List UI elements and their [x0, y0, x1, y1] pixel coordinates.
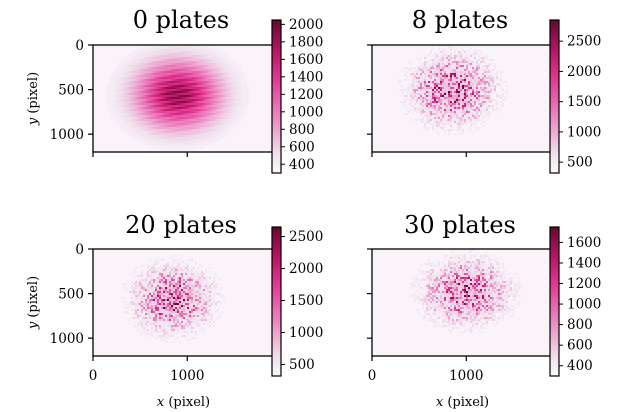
colorbar-tick-label: 1400	[567, 255, 601, 271]
colorbar-tick-label: 600	[289, 139, 315, 155]
colorbar-tick-label: 500	[567, 155, 593, 171]
colorbar-tick-label: 1500	[567, 94, 601, 110]
y-axis-label: y (pixel)	[26, 72, 41, 126]
panel-title: 0 plates	[133, 6, 229, 34]
colorbar	[549, 226, 560, 377]
colorbar-tick-label: 1800	[289, 34, 323, 50]
panel-title: 20 plates	[125, 211, 237, 239]
x-tick-label: 0	[89, 368, 98, 384]
colorbar-tick-label: 1600	[567, 235, 601, 251]
colorbar-tick-label: 500	[289, 357, 315, 373]
heatmap	[93, 45, 274, 152]
colorbar-tick-label: 1200	[289, 87, 323, 103]
colorbar	[271, 226, 282, 377]
colorbar-tick-label: 1000	[567, 297, 601, 313]
colorbar-tick-label: 2500	[567, 34, 601, 50]
y-tick-label: 1000	[50, 127, 84, 143]
y-tick-label: 1000	[50, 331, 84, 347]
colorbar-tick-label: 2000	[289, 17, 323, 33]
x-tick-label: 1000	[449, 368, 483, 384]
colorbar	[271, 19, 282, 174]
colorbar	[549, 19, 560, 174]
colorbar-tick-label: 800	[567, 317, 593, 333]
panel-3: 30 plates 0 1000 x (pixel) 400 600 800 1000 1200…	[367, 211, 601, 410]
colorbar-tick-label: 1000	[289, 325, 323, 341]
colorbar-tick-label: 800	[289, 122, 315, 138]
colorbar-tick-label: 600	[567, 338, 593, 354]
y-tick-label: 0	[75, 242, 84, 258]
colorbar-tick-label: 400	[289, 157, 315, 173]
panel-title: 8 plates	[412, 6, 508, 34]
colorbar-tick-label: 400	[567, 358, 593, 374]
heatmap	[372, 249, 553, 356]
colorbar-tick-label: 1000	[567, 124, 601, 140]
colorbar-tick-label: 1600	[289, 52, 323, 68]
panel-2: 20 plates 0 500 1000 0 1000 y (pixel) x (pixel)…	[26, 211, 323, 410]
y-tick-label: 500	[58, 287, 84, 303]
panel-title: 30 plates	[404, 211, 516, 239]
colorbar-tick-label: 2000	[289, 261, 323, 277]
y-axis-label: y (pixel)	[26, 276, 41, 330]
heatmap	[372, 45, 553, 152]
panel-1: 8 plates 500 1000 1500 2000 2500	[367, 6, 601, 174]
x-tick-label: 1000	[170, 368, 204, 384]
x-axis-label: x (pixel)	[436, 395, 489, 410]
x-axis-label: x (pixel)	[157, 395, 210, 410]
colorbar-tick-label: 1200	[567, 276, 601, 292]
x-tick-label: 0	[368, 368, 377, 384]
y-tick-label: 500	[58, 83, 84, 99]
colorbar-tick-label: 1400	[289, 69, 323, 85]
colorbar-tick-label: 2500	[289, 229, 323, 245]
y-tick-label: 0	[75, 38, 84, 54]
colorbar-tick-label: 2000	[567, 64, 601, 80]
heatmap	[93, 249, 274, 356]
colorbar-tick-label: 1500	[289, 293, 323, 309]
colorbar-tick-label: 1000	[289, 104, 323, 120]
